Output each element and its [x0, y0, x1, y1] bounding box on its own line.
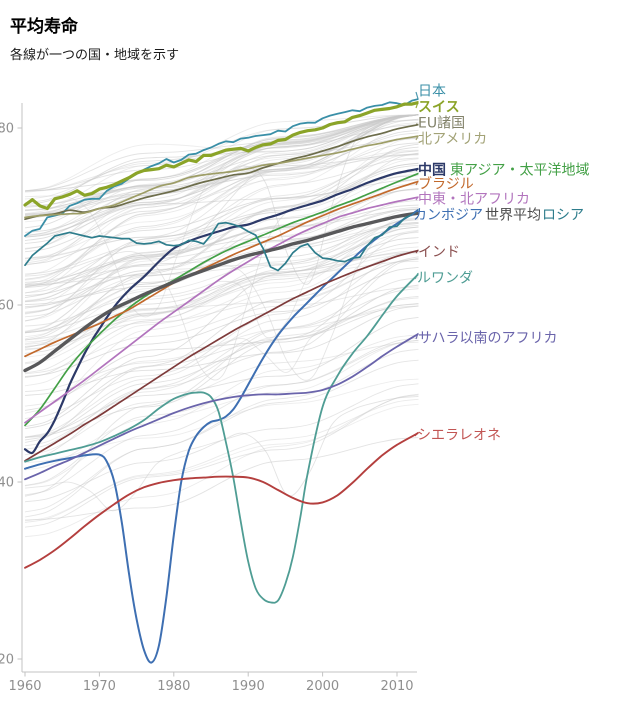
leader-lines: [410, 91, 419, 437]
series-line-mena: [24, 196, 419, 424]
y-tick-label: 40: [0, 476, 14, 491]
leader-line-china: [415, 168, 419, 172]
leader-line-cambodia: [410, 208, 419, 217]
x-tick-label: 1980: [157, 679, 190, 694]
leader-line-rwanda: [414, 272, 419, 280]
leader-line-ssa: [415, 333, 419, 340]
leader-line-sierra_leone: [414, 432, 419, 437]
x-tick-label: 1970: [83, 679, 116, 694]
series-line-east_asia_pacific: [24, 172, 419, 427]
leader-line-india: [415, 249, 419, 254]
leader-line-north_america: [415, 135, 419, 141]
series-line-rwanda: [24, 272, 419, 604]
axes: 20 40 60 80 1960 1970 1980 1990 2000 2010: [0, 103, 417, 694]
page-title: 平均寿命: [10, 17, 78, 37]
series-line-japan: [24, 98, 419, 237]
x-tick-label: 2000: [306, 679, 339, 694]
highlighted-series: [23, 98, 419, 664]
y-tick-label: 20: [0, 653, 14, 668]
x-tick-label: 1990: [232, 679, 265, 694]
series-line-north_america: [24, 135, 419, 219]
series-line-russia: [24, 208, 419, 272]
series-line-india: [24, 249, 419, 462]
leader-line-brazil: [415, 180, 419, 186]
series-line-sierra_leone: [24, 431, 419, 569]
x-tick-label: 1960: [8, 679, 41, 694]
series-line-ssa: [24, 332, 419, 481]
leader-line-mena: [415, 196, 419, 201]
leader-line-switzerland: [415, 102, 419, 109]
series-line-world: [23, 211, 419, 373]
page-subtitle: 各線が一つの国・地域を示す: [10, 48, 180, 63]
series-line-switzerland: [23, 100, 419, 211]
y-tick-label: 60: [0, 299, 14, 314]
x-tick-label: 2010: [380, 679, 413, 694]
y-tick-label: 80: [0, 122, 14, 137]
series-line-brazil: [24, 180, 419, 358]
leader-line-japan: [415, 91, 419, 99]
series-line-cambodia: [24, 208, 419, 664]
